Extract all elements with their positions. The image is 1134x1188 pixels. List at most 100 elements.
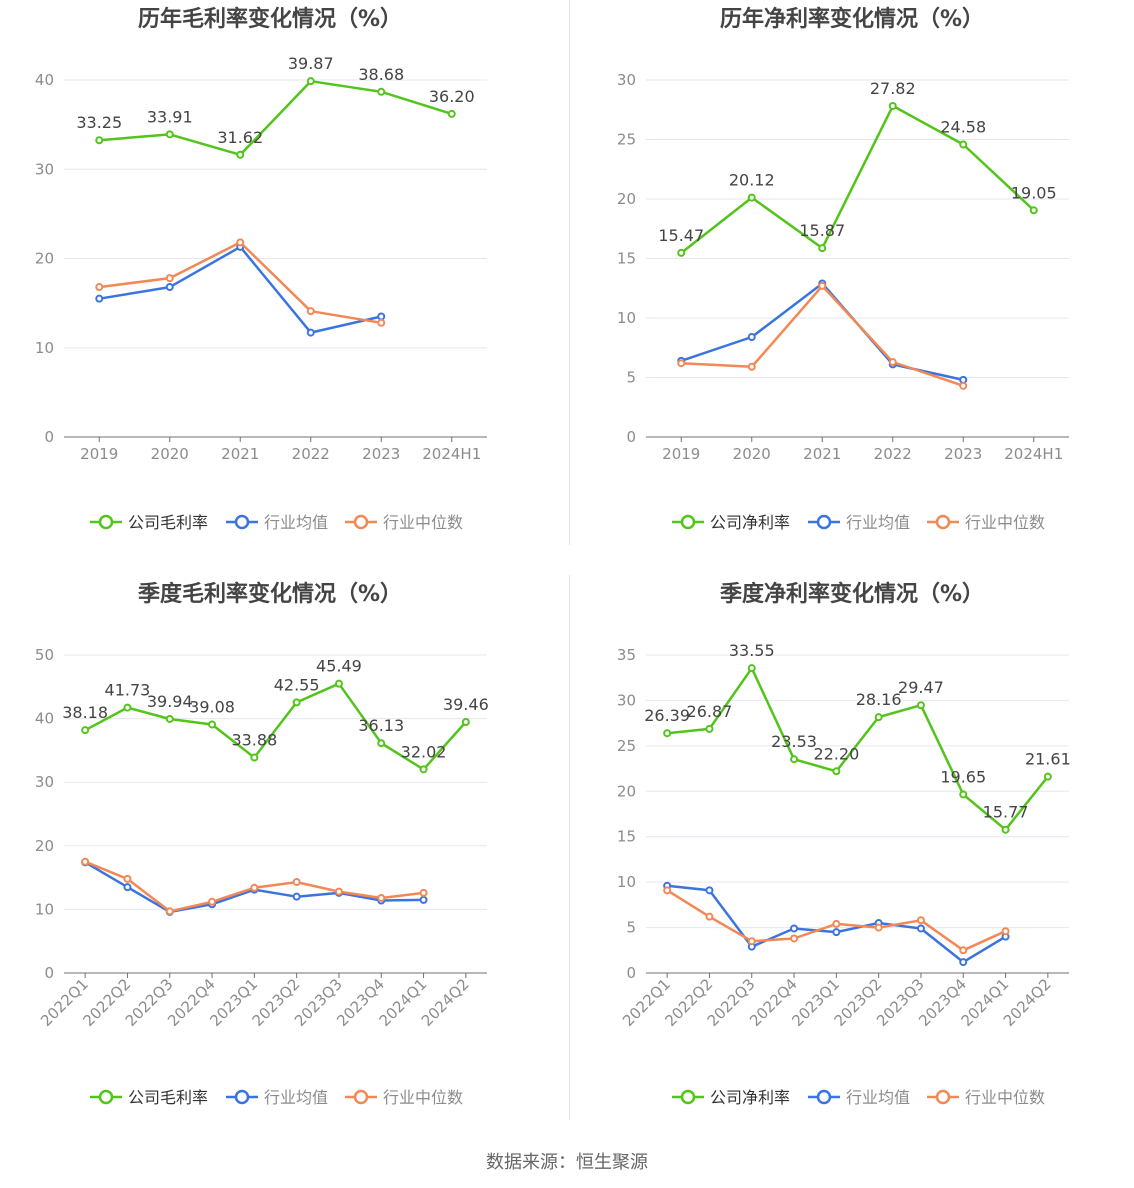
data-point-industry_avg[interactable] xyxy=(377,312,386,321)
data-point-industry_median[interactable] xyxy=(208,897,217,906)
data-point-industry_median[interactable] xyxy=(747,937,756,946)
data-point-industry_median[interactable] xyxy=(306,307,315,316)
x-tick-label: 2024Q2 xyxy=(418,975,473,1030)
data-point-company[interactable] xyxy=(165,130,174,139)
data-point-company[interactable] xyxy=(447,109,456,118)
data-point-company[interactable] xyxy=(790,755,799,764)
data-label: 39.46 xyxy=(443,695,489,714)
data-point-company[interactable] xyxy=(81,726,90,735)
data-point-company[interactable] xyxy=(236,150,245,159)
data-point-company[interactable] xyxy=(1043,772,1052,781)
data-point-company[interactable] xyxy=(705,724,714,733)
data-point-industry_avg[interactable] xyxy=(790,924,799,933)
data-point-industry_median[interactable] xyxy=(292,878,301,887)
data-point-industry_median[interactable] xyxy=(663,886,672,895)
data-point-company[interactable] xyxy=(874,713,883,722)
data-point-industry_median[interactable] xyxy=(790,934,799,943)
data-point-industry_median[interactable] xyxy=(250,883,259,892)
legend-item-company[interactable]: 公司净利率 xyxy=(672,1088,790,1107)
data-point-industry_avg[interactable] xyxy=(419,895,428,904)
data-point-industry_median[interactable] xyxy=(705,912,714,921)
data-point-company[interactable] xyxy=(419,765,428,774)
y-tick-label: 5 xyxy=(626,919,636,937)
legend-item-industry_median[interactable]: 行业中位数 xyxy=(927,513,1045,532)
data-point-company[interactable] xyxy=(1029,206,1038,215)
legend-item-company[interactable]: 公司毛利率 xyxy=(90,513,208,532)
data-point-company[interactable] xyxy=(1001,825,1010,834)
legend-item-company[interactable]: 公司毛利率 xyxy=(90,1088,208,1107)
data-point-company[interactable] xyxy=(747,664,756,673)
data-point-company[interactable] xyxy=(377,739,386,748)
data-point-industry_median[interactable] xyxy=(888,358,897,367)
data-point-industry_median[interactable] xyxy=(334,887,343,896)
data-point-industry_avg[interactable] xyxy=(916,924,925,933)
data-point-company[interactable] xyxy=(959,790,968,799)
data-point-industry_median[interactable] xyxy=(81,857,90,866)
data-point-industry_median[interactable] xyxy=(123,874,132,883)
data-point-industry_median[interactable] xyxy=(95,283,104,292)
data-point-company[interactable] xyxy=(377,87,386,96)
data-point-company[interactable] xyxy=(461,718,470,727)
data-point-industry_median[interactable] xyxy=(916,916,925,925)
legend-item-industry_median[interactable]: 行业中位数 xyxy=(345,513,463,532)
data-point-industry_median[interactable] xyxy=(677,359,686,368)
data-point-company[interactable] xyxy=(677,248,686,257)
legend-item-industry_avg[interactable]: 行业均值 xyxy=(808,513,910,532)
data-label: 26.87 xyxy=(687,702,733,721)
data-point-industry_median[interactable] xyxy=(165,274,174,283)
legend-item-industry_median[interactable]: 行业中位数 xyxy=(927,1088,1045,1107)
data-point-industry_median[interactable] xyxy=(419,888,428,897)
data-point-industry_avg[interactable] xyxy=(747,333,756,342)
data-point-company[interactable] xyxy=(818,244,827,253)
data-point-industry_avg[interactable] xyxy=(95,294,104,303)
data-point-industry_avg[interactable] xyxy=(306,328,315,337)
data-point-industry_avg[interactable] xyxy=(832,928,841,937)
data-point-company[interactable] xyxy=(747,193,756,202)
series-line-company xyxy=(99,79,453,157)
data-point-industry_median[interactable] xyxy=(747,362,756,371)
data-label: 39.08 xyxy=(189,697,235,716)
data-point-industry_median[interactable] xyxy=(832,919,841,928)
legend-item-industry_avg[interactable]: 行业均值 xyxy=(226,513,328,532)
data-point-company[interactable] xyxy=(888,101,897,110)
data-point-company[interactable] xyxy=(959,140,968,149)
legend-item-company[interactable]: 公司净利率 xyxy=(672,513,790,532)
data-point-industry_median[interactable] xyxy=(377,893,386,902)
data-point-industry_avg[interactable] xyxy=(705,886,714,895)
annual-net-margin-svg: 历年净利率变化情况（%） 0 5 10 15 20 25 30 2019 2020 2021 2022… xyxy=(617,6,1069,532)
data-point-industry_avg[interactable] xyxy=(292,892,301,901)
data-label: 36.20 xyxy=(429,87,475,106)
data-point-industry_avg[interactable] xyxy=(959,958,968,967)
data-point-industry_median[interactable] xyxy=(236,238,245,247)
data-point-company[interactable] xyxy=(832,767,841,776)
data-point-industry_median[interactable] xyxy=(959,946,968,955)
legend-item-industry_median[interactable]: 行业中位数 xyxy=(345,1088,463,1107)
data-point-industry_median[interactable] xyxy=(959,381,968,390)
data-point-company[interactable] xyxy=(165,714,174,723)
data-label: 41.73 xyxy=(105,681,151,700)
data-point-industry_median[interactable] xyxy=(818,281,827,290)
legend-item-industry_avg[interactable]: 行业均值 xyxy=(226,1088,328,1107)
y-tick-label: 5 xyxy=(626,369,636,387)
data-point-industry_median[interactable] xyxy=(874,923,883,932)
data-point-company[interactable] xyxy=(123,703,132,712)
data-point-company[interactable] xyxy=(916,701,925,710)
data-label: 36.13 xyxy=(358,716,404,735)
data-point-industry_median[interactable] xyxy=(377,318,386,327)
legend-marker-icon xyxy=(816,1089,832,1105)
data-point-company[interactable] xyxy=(334,679,343,688)
legend-item-industry_avg[interactable]: 行业均值 xyxy=(808,1088,910,1107)
data-point-company[interactable] xyxy=(663,729,672,738)
series-line-industry_median xyxy=(681,284,964,387)
data-point-company[interactable] xyxy=(208,720,217,729)
data-point-company[interactable] xyxy=(95,136,104,145)
x-tick-label: 2020 xyxy=(151,445,189,463)
data-point-company[interactable] xyxy=(306,77,315,86)
data-point-company[interactable] xyxy=(250,753,259,762)
legend-marker-icon xyxy=(98,514,114,530)
data-point-industry_median[interactable] xyxy=(165,907,174,916)
data-point-company[interactable] xyxy=(292,698,301,707)
data-point-industry_avg[interactable] xyxy=(123,883,132,892)
data-point-industry_avg[interactable] xyxy=(165,283,174,292)
data-point-industry_median[interactable] xyxy=(1001,927,1010,936)
